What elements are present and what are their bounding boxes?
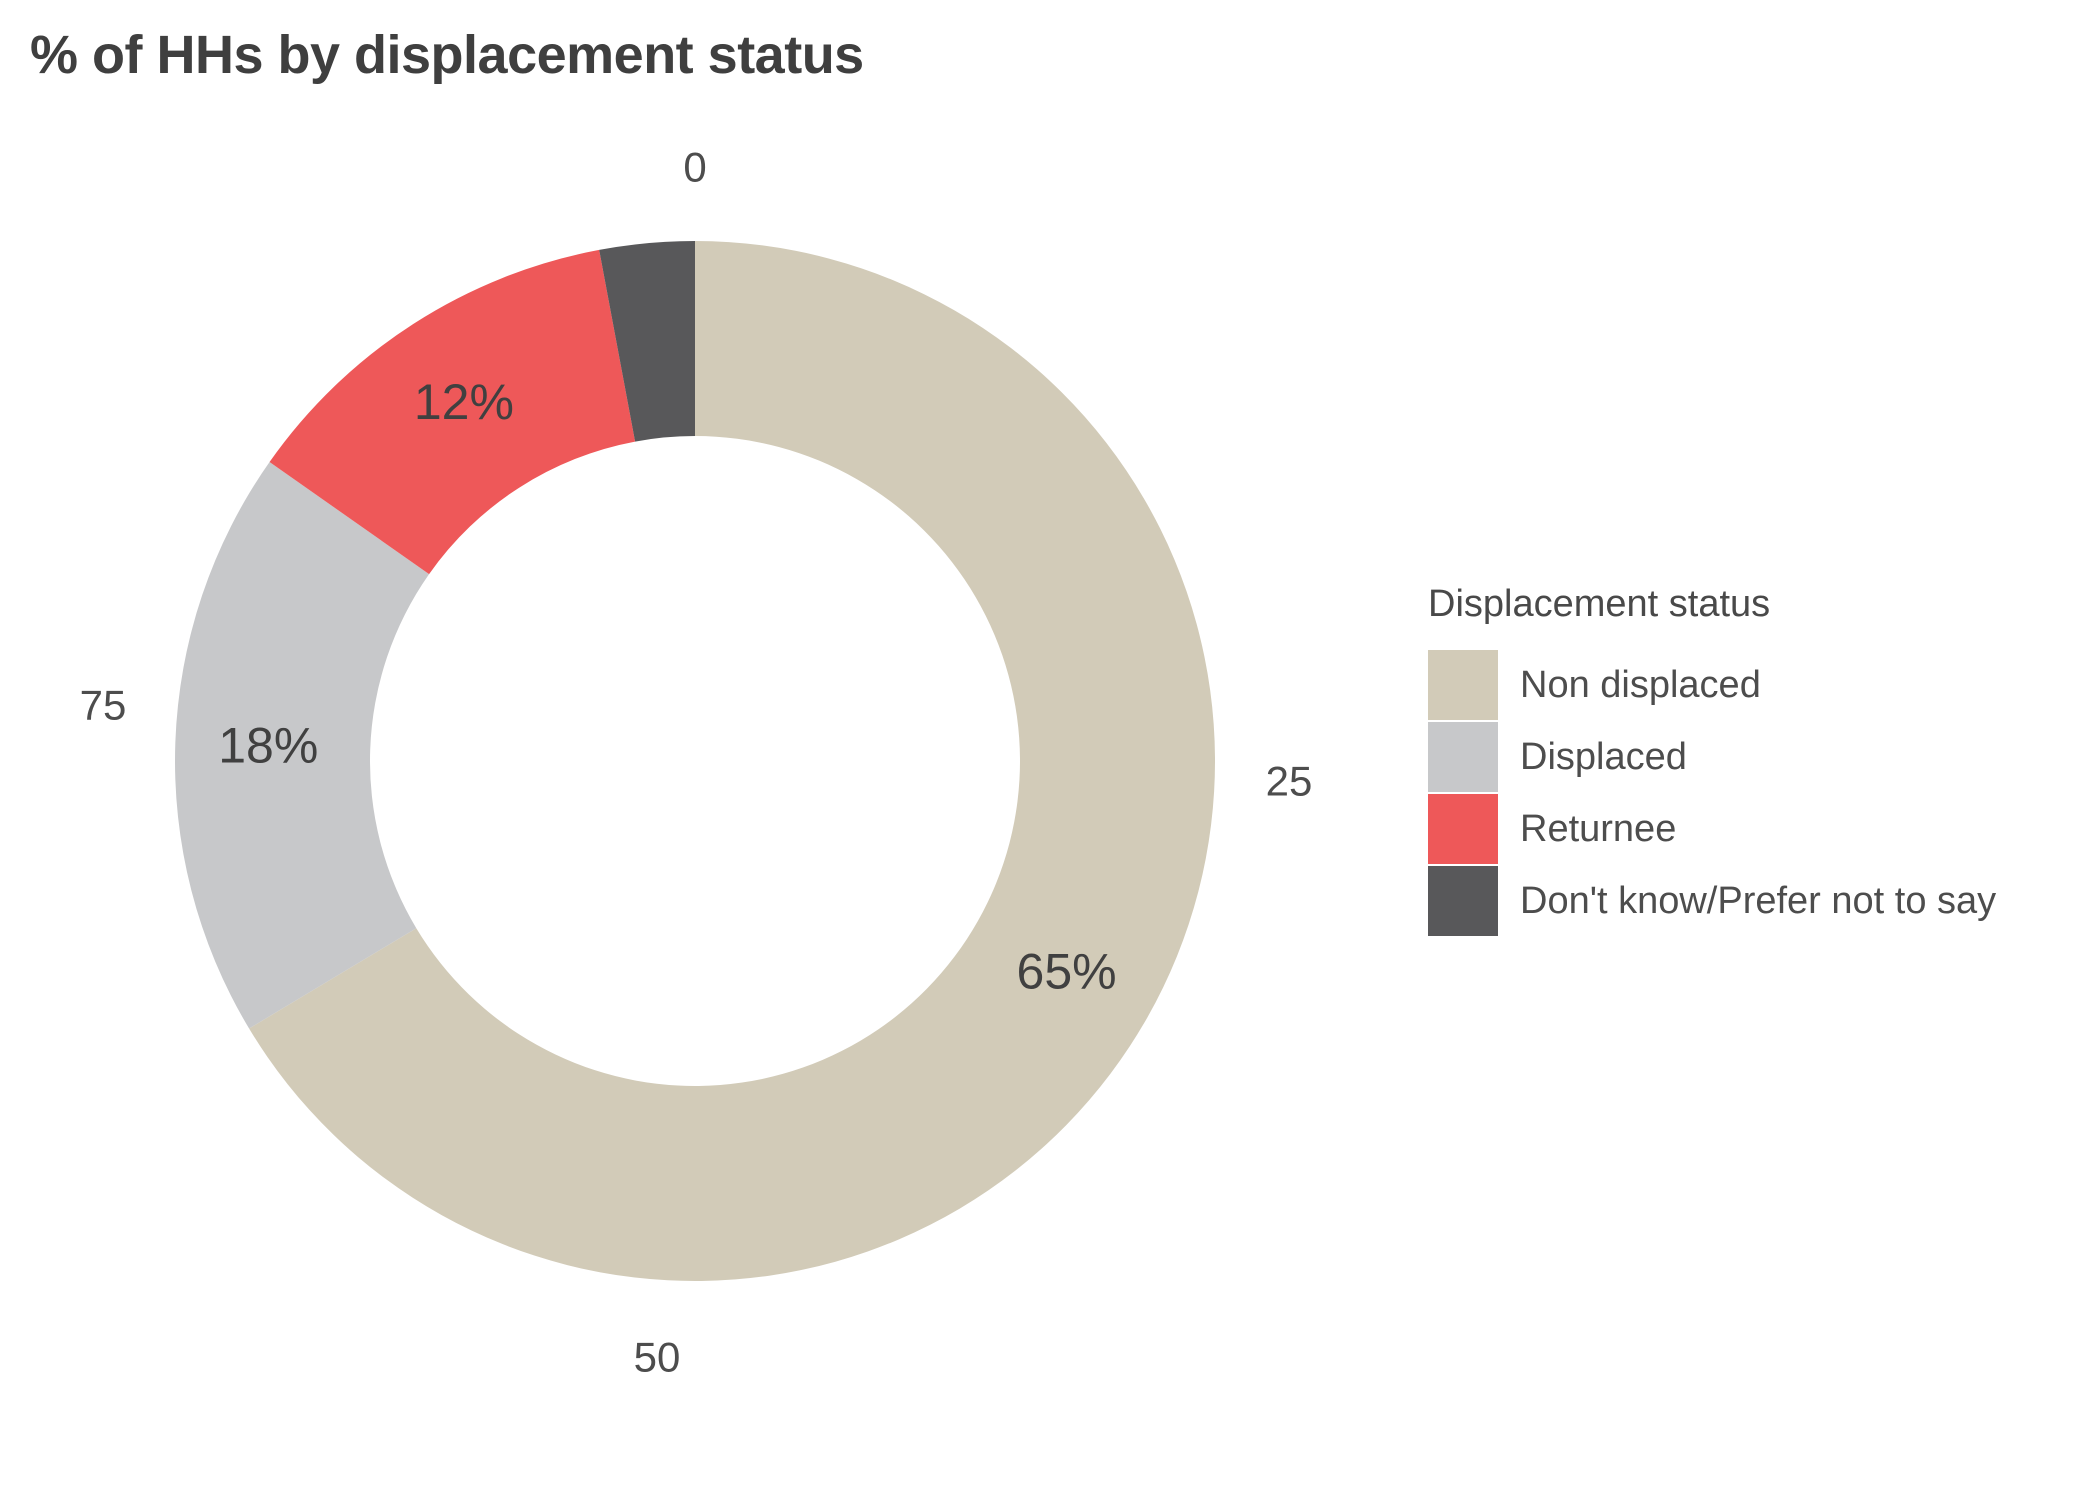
legend-item-label: Returnee [1520, 807, 1677, 850]
donut-segment-returnee [269, 249, 636, 575]
donut-segment-don-t-know-prefer-not-to-say [599, 241, 695, 442]
legend-item: Displaced [1428, 722, 1996, 792]
radial-axis-tick-50: 50 [634, 1334, 681, 1381]
legend-item-label: Displaced [1520, 735, 1687, 778]
radial-axis-tick-0: 0 [683, 144, 706, 191]
legend-item-label: Non displaced [1520, 663, 1761, 706]
legend-item: Non displaced [1428, 650, 1996, 720]
legend-item: Returnee [1428, 794, 1996, 864]
radial-axis-tick-25: 25 [1266, 758, 1313, 805]
legend-items: Non displaced Displaced Returnee Don't know… [1428, 650, 1996, 936]
legend: Displacement status Non displaced Displac… [1428, 582, 1996, 938]
segment-percent-label: 12% [414, 374, 514, 430]
legend-item: Don't know/Prefer not to say [1428, 866, 1996, 936]
legend-swatch [1428, 722, 1498, 792]
donut-segment-displaced [175, 462, 430, 1029]
segment-percent-label: 18% [218, 718, 318, 774]
segment-percent-label: 65% [1017, 943, 1117, 999]
legend-swatch [1428, 650, 1498, 720]
legend-swatch [1428, 794, 1498, 864]
legend-swatch [1428, 866, 1498, 936]
legend-title: Displacement status [1428, 583, 1771, 625]
donut-segment-non-displaced [249, 241, 1216, 1281]
legend-item-label: Don't know/Prefer not to say [1520, 879, 1997, 922]
radial-axis-tick-75: 75 [80, 682, 127, 729]
chart-title: % of HHs by displacement status [30, 25, 864, 85]
